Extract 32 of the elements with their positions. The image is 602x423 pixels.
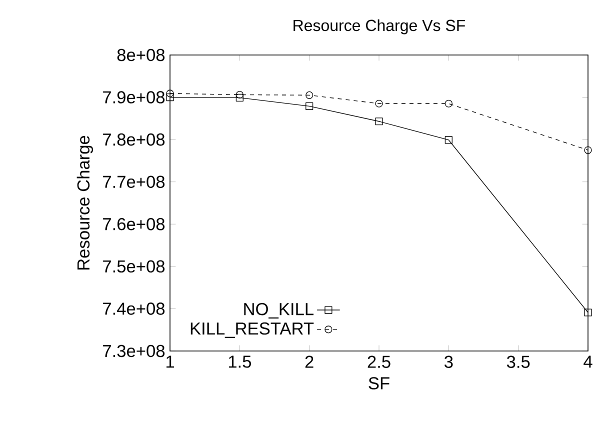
point [444, 100, 452, 108]
y-tick-label: 7.7e+08 [103, 176, 165, 188]
point [306, 102, 314, 110]
point [236, 94, 244, 102]
x-tick-label: 2 [305, 356, 314, 368]
legend-label: KILL_RESTART [190, 322, 314, 338]
y-axis-title: Resource Charge [76, 136, 94, 270]
point [584, 308, 592, 316]
x-axis-title: SF [368, 377, 390, 390]
y-tick-label: 7.9e+08 [103, 91, 165, 104]
y-tick-label: 8e+08 [117, 48, 165, 62]
x-tick-label: 3.5 [506, 356, 530, 368]
point [236, 90, 244, 99]
y-tick-label: 7.6e+08 [103, 218, 165, 230]
point [375, 100, 383, 108]
y-tick-label: 7.4e+08 [103, 302, 165, 315]
y-tick-label: 7.5e+08 [103, 260, 165, 273]
point [584, 146, 592, 154]
point [444, 136, 452, 144]
y-tick-label: 7.3e+08 [103, 344, 165, 358]
y-tick-label: 7.8e+08 [103, 133, 165, 146]
x-tick-label: 2.5 [368, 356, 390, 368]
x-tick-label: 3 [444, 356, 453, 368]
chart-title: Resource Charge Vs SF [294, 19, 466, 34]
point [166, 93, 174, 102]
x-tick-label: 1.5 [228, 356, 251, 368]
point [306, 91, 314, 99]
point [166, 90, 174, 98]
legend-label: NO_KILL [244, 302, 314, 319]
point [375, 118, 383, 126]
x-tick-label: 1 [166, 356, 174, 368]
x-tick-label: 4 [584, 356, 592, 368]
